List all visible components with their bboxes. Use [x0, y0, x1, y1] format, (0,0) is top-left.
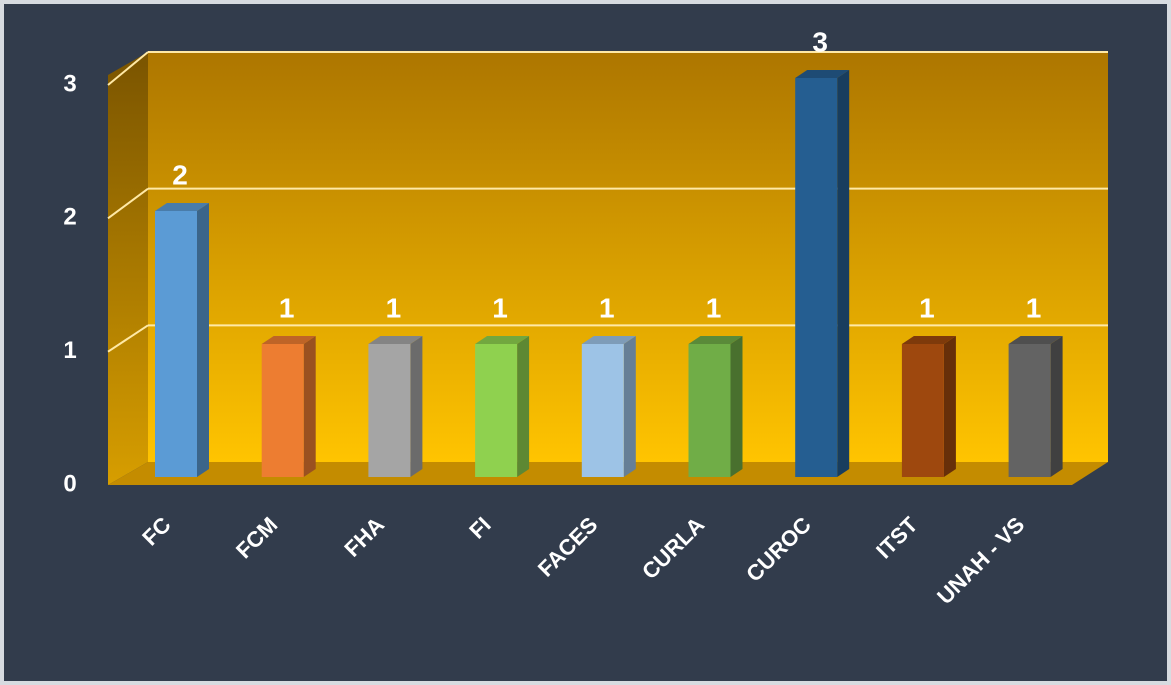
bar-top [688, 336, 743, 344]
bar-side [837, 70, 850, 477]
side-wall [108, 52, 148, 485]
data-label: 1 [706, 292, 722, 323]
bar-side [303, 336, 316, 477]
bar [581, 344, 624, 477]
bar [1008, 344, 1051, 477]
data-label: 3 [812, 26, 828, 57]
bar-top [795, 70, 850, 78]
bar-top [261, 336, 316, 344]
data-label: 1 [279, 292, 295, 323]
data-label: 1 [492, 292, 508, 323]
bar-top [368, 336, 423, 344]
data-label: 1 [386, 292, 402, 323]
grid-line-side [107, 324, 149, 353]
bar-top [475, 336, 530, 344]
bar-side [1050, 336, 1063, 477]
bar-top [581, 336, 636, 344]
bar [261, 344, 304, 477]
data-label: 2 [172, 159, 188, 190]
bar [368, 344, 411, 477]
data-label: 1 [599, 292, 615, 323]
y-tick-label: 2 [63, 204, 76, 231]
bar [901, 344, 944, 477]
bar-top [1008, 336, 1063, 344]
bar [795, 78, 838, 477]
bar-side [517, 336, 530, 477]
data-label: 1 [919, 292, 935, 323]
bar-side [197, 203, 209, 477]
grid-line-side [107, 51, 149, 86]
data-label: 1 [1026, 292, 1042, 323]
y-tick-label: 0 [63, 470, 76, 497]
grid-line-side [107, 187, 149, 220]
bar-side [623, 336, 636, 477]
y-tick-label: 1 [63, 337, 76, 364]
bar-top [901, 336, 956, 344]
bar [155, 211, 197, 477]
bar-side [943, 336, 956, 477]
y-tick-label: 3 [63, 70, 76, 97]
bar [475, 344, 518, 477]
bar [688, 344, 731, 477]
bar-top [155, 203, 209, 211]
bar-side [730, 336, 743, 477]
bar-side [410, 336, 423, 477]
